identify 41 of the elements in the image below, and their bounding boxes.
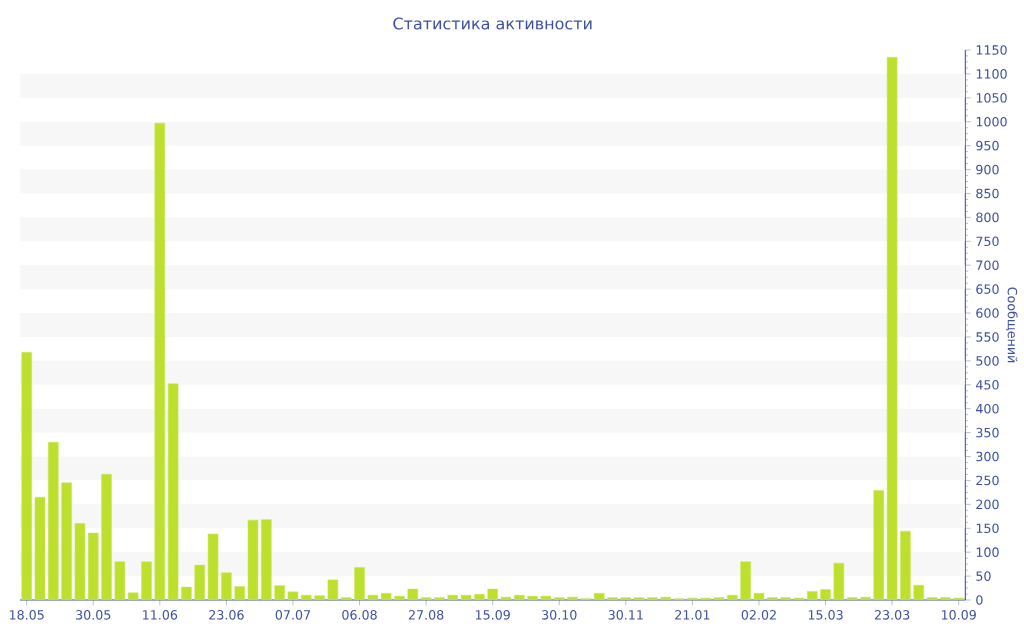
y-tick-label: 1000 xyxy=(976,116,1007,127)
x-tick-label: 02.02 xyxy=(741,610,776,620)
x-tick-label: 18.05 xyxy=(9,610,44,620)
y-tick-label: 650 xyxy=(976,284,999,294)
y-tick-label: 50 xyxy=(976,571,991,581)
y-tick-label: 800 xyxy=(976,212,999,223)
x-tick-label: 23.06 xyxy=(209,610,244,620)
y-tick-label: 1150 xyxy=(976,45,1007,55)
y-tick-label: 900 xyxy=(976,164,999,175)
x-tick-label: 11.06 xyxy=(143,610,178,620)
x-tick-label: 30.05 xyxy=(76,610,111,620)
y-tick-label: 350 xyxy=(976,427,999,438)
x-tick-label: 23.03 xyxy=(874,610,910,620)
x-tick-label: 27.08 xyxy=(408,610,444,620)
y-tick-label: 500 xyxy=(976,356,999,366)
y-tick-label: 950 xyxy=(976,140,999,151)
y-tick-label: 400 xyxy=(976,403,999,414)
y-tick-label: 550 xyxy=(976,332,999,342)
y-tick-label: 1050 xyxy=(976,93,1007,103)
y-tick-label: 1100 xyxy=(976,69,1007,79)
y-tick-label: 100 xyxy=(976,547,999,557)
x-tick-label: 30.11 xyxy=(608,610,643,620)
y-tick-label: 600 xyxy=(976,308,999,318)
y-tick-label: 700 xyxy=(976,260,999,271)
y-tick-label: 150 xyxy=(976,523,999,534)
y-axis-title: Сообщений xyxy=(1006,287,1018,363)
y-tick-label: 200 xyxy=(976,499,999,510)
x-tick-label: 15.09 xyxy=(475,610,510,620)
x-tick-label: 10.09 xyxy=(941,610,976,620)
y-tick-label: 850 xyxy=(976,188,999,199)
x-tick-label: 15.03 xyxy=(808,610,843,620)
x-tick-label: 06.08 xyxy=(342,610,377,620)
chart-title: Статистика активности xyxy=(393,17,592,30)
x-tick-label: 07.07 xyxy=(275,610,310,620)
x-tick-label: 30.10 xyxy=(542,610,577,620)
y-tick-label: 450 xyxy=(976,379,999,390)
y-tick-label: 300 xyxy=(976,451,999,462)
x-tick-label: 21.01 xyxy=(675,610,710,620)
y-tick-label: 750 xyxy=(976,236,999,247)
y-tick-label: 250 xyxy=(976,475,999,486)
y-tick-label: 0 xyxy=(976,595,983,605)
